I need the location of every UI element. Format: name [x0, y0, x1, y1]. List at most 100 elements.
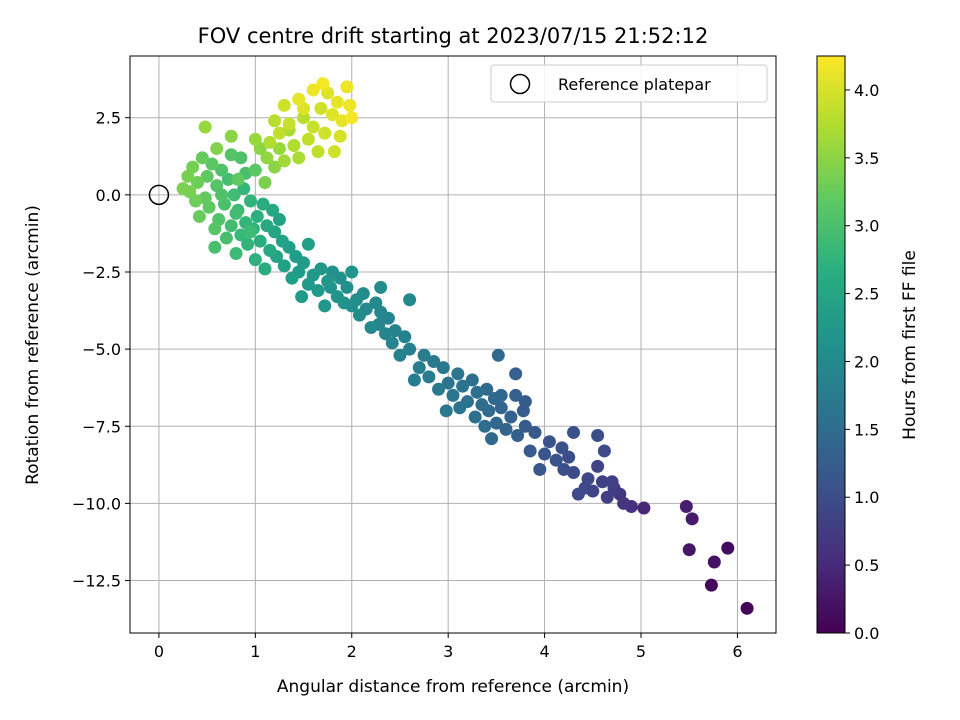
- colorbar-gradient: [816, 55, 846, 634]
- data-point: [231, 172, 245, 186]
- data-point: [181, 169, 195, 183]
- data-point: [439, 404, 453, 418]
- colorbar-title: Hours from first FF file: [900, 250, 920, 440]
- data-point: [465, 373, 479, 387]
- data-point: [504, 410, 518, 424]
- data-point: [475, 398, 489, 412]
- legend-box: [490, 64, 768, 103]
- data-point: [327, 145, 341, 159]
- data-point: [268, 114, 282, 128]
- colorbar-tick-label: 2.0: [854, 352, 879, 371]
- data-point: [301, 237, 315, 251]
- data-point: [330, 290, 344, 304]
- data-point: [215, 163, 229, 177]
- colorbar-ticks: 0.0 0.5 1.0 1.5 2.0 2.5 3.0 3.5 4.0: [845, 81, 879, 643]
- data-point: [263, 135, 277, 149]
- data-point: [321, 274, 335, 288]
- data-point: [311, 145, 325, 159]
- grid-lines: [130, 56, 776, 633]
- data-point: [277, 154, 291, 168]
- data-point: [285, 271, 299, 285]
- data-point: [412, 361, 426, 375]
- data-point: [523, 444, 537, 458]
- data-point: [491, 348, 505, 362]
- data-point: [393, 348, 407, 362]
- data-point: [258, 262, 272, 276]
- data-point: [422, 370, 436, 384]
- data-point: [398, 330, 412, 344]
- data-point: [721, 541, 735, 555]
- data-point: [192, 209, 206, 223]
- legend-entry-label: Reference platepar: [558, 75, 711, 94]
- data-point: [221, 172, 235, 186]
- data-point: [248, 253, 262, 267]
- data-point: [176, 182, 190, 196]
- colorbar-tick-label: 1.5: [854, 420, 879, 439]
- data-point: [478, 419, 492, 433]
- data-point: [518, 419, 532, 433]
- data-point: [325, 108, 339, 122]
- data-point: [219, 231, 233, 245]
- data-point: [509, 388, 523, 402]
- data-point: [571, 487, 585, 501]
- y-axis-ticks: 2.5 0.0 −2.5 −5.0 −7.5 −10.0 −12.5: [72, 109, 130, 591]
- data-point: [605, 475, 619, 489]
- data-point: [600, 490, 614, 504]
- data-point: [224, 219, 238, 233]
- data-point: [330, 95, 344, 109]
- data-point: [200, 169, 214, 183]
- data-point: [198, 120, 212, 134]
- data-point: [260, 219, 274, 233]
- data-point: [707, 555, 721, 569]
- data-point: [250, 209, 264, 223]
- data-point: [557, 462, 571, 476]
- data-point: [237, 182, 251, 196]
- data-point: [499, 422, 513, 436]
- data-point: [282, 117, 296, 131]
- data-point: [432, 382, 446, 396]
- data-point: [248, 163, 262, 177]
- data-points: [176, 77, 754, 615]
- data-point: [260, 151, 274, 165]
- data-point: [340, 80, 354, 94]
- data-point: [229, 206, 243, 220]
- data-point: [555, 441, 569, 455]
- data-point: [266, 203, 280, 217]
- x-axis-title: Angular distance from reference (arcmin): [277, 677, 629, 697]
- data-point: [407, 373, 421, 387]
- data-point: [518, 395, 532, 409]
- data-point: [229, 246, 243, 260]
- data-point: [595, 475, 609, 489]
- data-point: [289, 250, 303, 264]
- reference-platepar-marker: [148, 184, 170, 206]
- data-point: [562, 450, 576, 464]
- data-point: [277, 259, 291, 273]
- data-point: [597, 444, 611, 458]
- data-point: [248, 132, 262, 146]
- data-point: [256, 197, 270, 211]
- data-point: [343, 98, 357, 112]
- data-point: [403, 293, 417, 307]
- data-point: [468, 410, 482, 424]
- data-point: [306, 120, 320, 134]
- data-point: [374, 280, 388, 294]
- data-point: [215, 188, 229, 202]
- data-point: [301, 132, 315, 146]
- data-point: [263, 243, 277, 257]
- data-point: [494, 401, 508, 415]
- data-point: [311, 284, 325, 298]
- data-point: [190, 176, 204, 190]
- data-point: [277, 98, 291, 112]
- data-point: [340, 280, 354, 294]
- data-point: [417, 348, 431, 362]
- data-point: [441, 376, 455, 390]
- data-point: [549, 453, 563, 467]
- x-axis-ticks: 0 1 2 3 4 5 6: [154, 633, 743, 661]
- data-point: [205, 157, 219, 171]
- y-tick-label: 0.0: [96, 186, 121, 205]
- y-tick-label: −2.5: [82, 263, 121, 282]
- x-tick-label: 2: [347, 642, 357, 661]
- data-point: [224, 129, 238, 143]
- x-tick-label: 0: [154, 642, 164, 661]
